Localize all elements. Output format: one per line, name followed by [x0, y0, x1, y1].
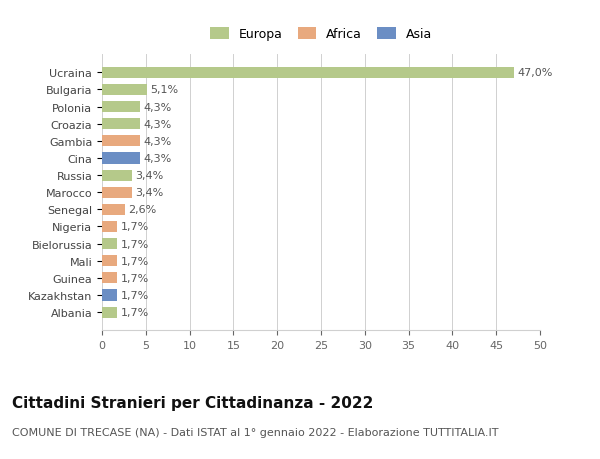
Text: 1,7%: 1,7%	[121, 273, 149, 283]
Bar	[102, 85, 146, 96]
Text: 2,6%: 2,6%	[128, 205, 157, 215]
Text: 4,3%: 4,3%	[143, 154, 172, 163]
Text: 4,3%: 4,3%	[143, 119, 172, 129]
Bar	[102, 187, 132, 198]
Text: 47,0%: 47,0%	[517, 68, 553, 78]
Bar	[102, 239, 117, 250]
Text: 3,4%: 3,4%	[135, 188, 164, 198]
Bar	[102, 290, 117, 301]
Bar	[102, 170, 132, 181]
Bar	[102, 256, 117, 267]
Bar	[102, 204, 125, 215]
Bar	[102, 307, 117, 318]
Legend: Europa, Africa, Asia: Europa, Africa, Asia	[210, 28, 432, 41]
Bar	[102, 136, 140, 147]
Bar	[102, 221, 117, 233]
Text: 1,7%: 1,7%	[121, 291, 149, 300]
Text: 3,4%: 3,4%	[135, 171, 164, 181]
Text: COMUNE DI TRECASE (NA) - Dati ISTAT al 1° gennaio 2022 - Elaborazione TUTTITALIA: COMUNE DI TRECASE (NA) - Dati ISTAT al 1…	[12, 427, 499, 437]
Bar	[102, 67, 514, 78]
Bar	[102, 153, 140, 164]
Bar	[102, 102, 140, 113]
Text: 1,7%: 1,7%	[121, 239, 149, 249]
Text: 4,3%: 4,3%	[143, 136, 172, 146]
Text: 1,7%: 1,7%	[121, 222, 149, 232]
Bar	[102, 119, 140, 130]
Bar	[102, 273, 117, 284]
Text: Cittadini Stranieri per Cittadinanza - 2022: Cittadini Stranieri per Cittadinanza - 2…	[12, 395, 373, 410]
Text: 5,1%: 5,1%	[150, 85, 178, 95]
Text: 4,3%: 4,3%	[143, 102, 172, 112]
Text: 1,7%: 1,7%	[121, 256, 149, 266]
Text: 1,7%: 1,7%	[121, 308, 149, 317]
